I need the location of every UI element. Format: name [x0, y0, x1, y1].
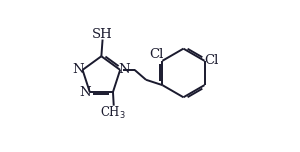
Text: CH$_3$: CH$_3$ — [100, 104, 126, 121]
Text: N: N — [80, 86, 91, 99]
Text: N: N — [72, 63, 84, 76]
Text: Cl: Cl — [149, 48, 164, 61]
Text: Cl: Cl — [205, 54, 219, 67]
Text: N: N — [118, 63, 130, 76]
Text: SH: SH — [92, 28, 113, 41]
